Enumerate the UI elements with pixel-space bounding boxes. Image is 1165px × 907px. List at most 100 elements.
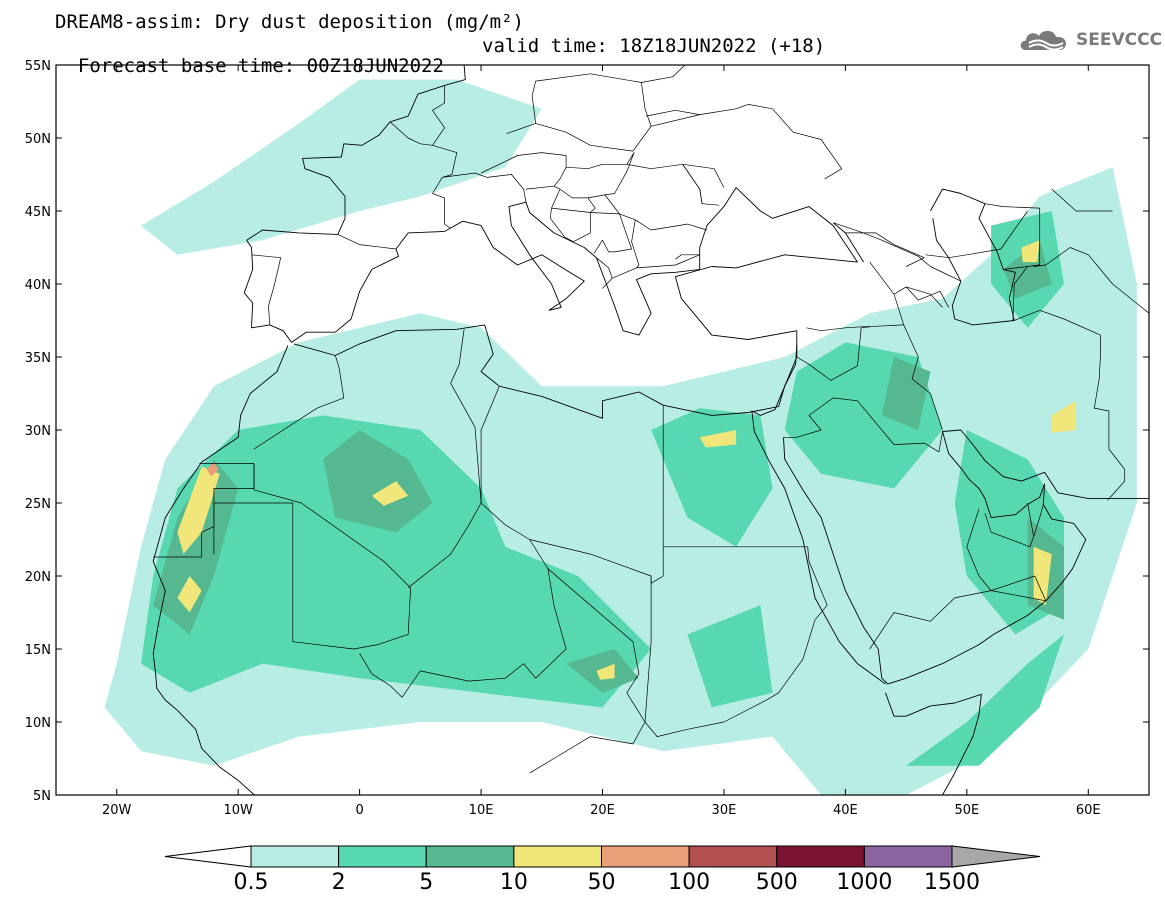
lat-tick-label: 5N xyxy=(33,789,51,804)
coastline-4 xyxy=(751,345,886,685)
forecast-time-line: Forecast base time: 00Z18JUN2022 valid ti… xyxy=(55,36,825,77)
border-20 xyxy=(1033,504,1044,537)
border-1 xyxy=(213,463,411,650)
coastline-2 xyxy=(674,254,858,340)
lon-tick-label: 60E xyxy=(1076,803,1101,818)
colorbar-bin xyxy=(601,845,690,868)
border-12 xyxy=(796,261,905,381)
border-16 xyxy=(845,232,925,267)
border-44 xyxy=(833,222,961,282)
dust-region-15 xyxy=(177,466,220,555)
border-43 xyxy=(675,254,700,260)
lat-tick-label: 25N xyxy=(25,497,51,512)
dust-region-18 xyxy=(699,430,737,448)
lat-tick-label: 35N xyxy=(25,351,51,366)
colorbar: 0.5 2 5 10 50 100 500 1000 1500 xyxy=(164,845,1041,895)
dust-region-2 xyxy=(141,415,652,708)
border-18 xyxy=(966,508,1046,602)
longitude-axis: 20W 10W 0 10E 20E 30E 40E 50E 60E xyxy=(102,65,1101,818)
colorbar-bin xyxy=(863,845,953,868)
border-36 xyxy=(551,207,591,243)
border-46 xyxy=(905,286,949,308)
dust-region-3 xyxy=(651,408,773,547)
border-32 xyxy=(631,219,700,269)
lat-tick-label: 50N xyxy=(25,132,51,147)
forecast-base-time: Forecast base time: 00Z18JUN2022 xyxy=(77,55,444,77)
border-21 xyxy=(251,254,282,325)
colorbar-label: 1500 xyxy=(924,870,980,895)
coastline-0 xyxy=(152,345,289,654)
colorbar-label: 100 xyxy=(668,870,710,895)
border-30 xyxy=(635,219,708,231)
border-47 xyxy=(984,203,1149,314)
lon-tick-label: 50E xyxy=(954,803,979,818)
border-40 xyxy=(641,65,686,83)
dust-region-21 xyxy=(1021,240,1040,263)
lat-tick-label: 30N xyxy=(25,424,51,439)
coastline-1 xyxy=(293,324,798,419)
border-22 xyxy=(337,234,397,250)
dust-region-6 xyxy=(906,634,1064,766)
border-13 xyxy=(806,325,870,332)
border-26 xyxy=(480,152,567,190)
dust-region-14 xyxy=(881,357,931,430)
colorbar-bin xyxy=(338,845,427,868)
dust-region-1 xyxy=(141,79,542,255)
border-24 xyxy=(432,85,445,146)
border-41 xyxy=(646,109,700,117)
border-29 xyxy=(626,163,720,206)
coastline-7 xyxy=(152,653,256,795)
colorbar-label: 10 xyxy=(500,870,528,895)
colorbar-label: 500 xyxy=(756,870,798,895)
border-17 xyxy=(1014,309,1126,501)
border-35 xyxy=(587,197,632,254)
coastline-3 xyxy=(243,65,858,343)
dust-deposition-field xyxy=(104,79,1137,795)
colorbar-over-triangle xyxy=(951,845,1041,868)
lat-tick-label: 20N xyxy=(25,570,51,585)
colorbar-bin xyxy=(688,845,778,868)
dust-region-19 xyxy=(1033,546,1052,606)
border-39 xyxy=(651,104,843,180)
border-2 xyxy=(253,355,345,450)
logo: SEEVCCC xyxy=(1018,26,1162,54)
lon-tick-label: 10W xyxy=(223,803,253,818)
lon-tick-label: 0 xyxy=(355,803,363,818)
dust-region-8 xyxy=(687,605,773,708)
border-48 xyxy=(1003,264,1040,270)
dust-region-17 xyxy=(371,481,409,506)
border-34 xyxy=(612,267,637,279)
coastline-6 xyxy=(885,692,982,795)
colorbar-bin xyxy=(513,845,602,868)
border-19 xyxy=(984,502,1034,548)
border-50 xyxy=(948,210,1028,259)
country-borders xyxy=(153,65,1149,774)
dust-region-22 xyxy=(596,663,615,680)
lat-tick-label: 15N xyxy=(25,643,51,658)
lat-tick-label: 55N xyxy=(25,59,51,74)
border-14 xyxy=(903,324,943,431)
border-27 xyxy=(506,73,652,152)
cloud-logo-icon xyxy=(1020,30,1066,51)
lat-tick-label: 40N xyxy=(25,278,51,293)
valid-time: valid time: 18Z18JUN2022 (+18) xyxy=(482,35,826,57)
lon-tick-label: 10E xyxy=(469,803,494,818)
colorbar-label: 1000 xyxy=(836,870,892,895)
lon-tick-label: 20E xyxy=(590,803,615,818)
border-15 xyxy=(893,286,943,308)
lon-tick-label: 40E xyxy=(833,803,858,818)
coastline-8 xyxy=(930,188,1016,326)
border-51 xyxy=(1051,188,1113,212)
dust-region-23 xyxy=(206,462,219,477)
border-23 xyxy=(389,121,458,229)
dust-region-20 xyxy=(1051,400,1077,433)
border-37 xyxy=(549,208,574,243)
logo-text: SEEVCCC xyxy=(1076,30,1163,50)
border-10 xyxy=(869,575,1047,650)
border-42 xyxy=(682,163,725,204)
dust-region-16 xyxy=(177,576,202,613)
lon-tick-label: 20W xyxy=(102,803,132,818)
dust-region-10 xyxy=(323,430,433,533)
border-45 xyxy=(925,254,950,259)
